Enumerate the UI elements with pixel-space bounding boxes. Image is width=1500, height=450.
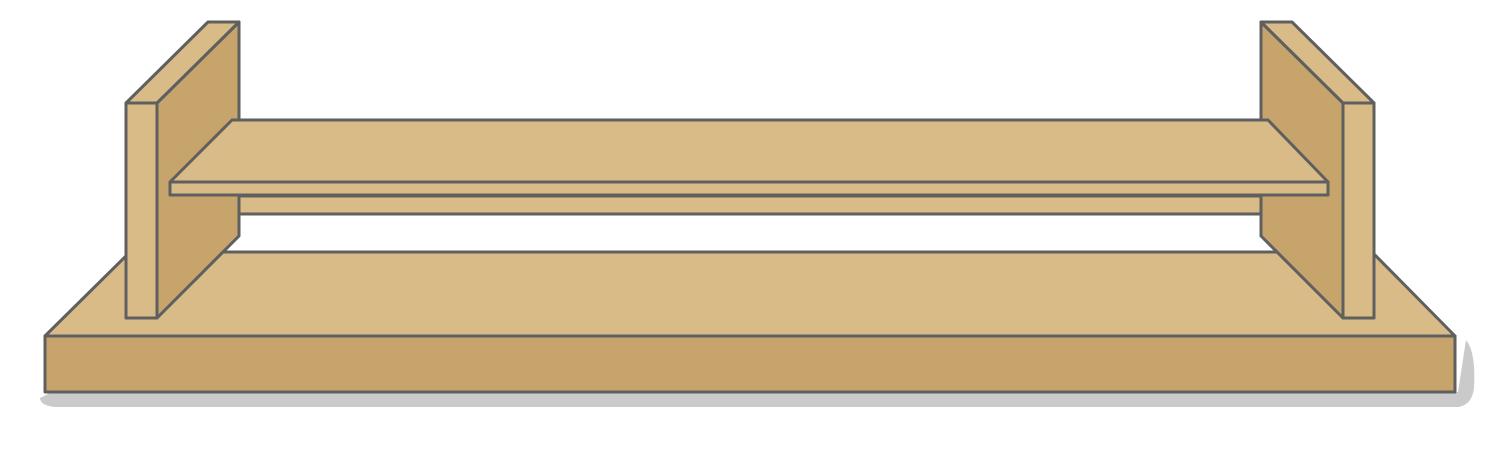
back-rail	[237, 194, 1263, 216]
right-upright-front	[1341, 101, 1376, 320]
base-front	[43, 334, 1457, 394]
shelf-front-edge	[168, 180, 1330, 197]
base-top	[43, 250, 1457, 338]
shelf-top	[168, 118, 1330, 184]
base-shadow	[40, 340, 1475, 407]
left-upright-front	[124, 101, 159, 320]
